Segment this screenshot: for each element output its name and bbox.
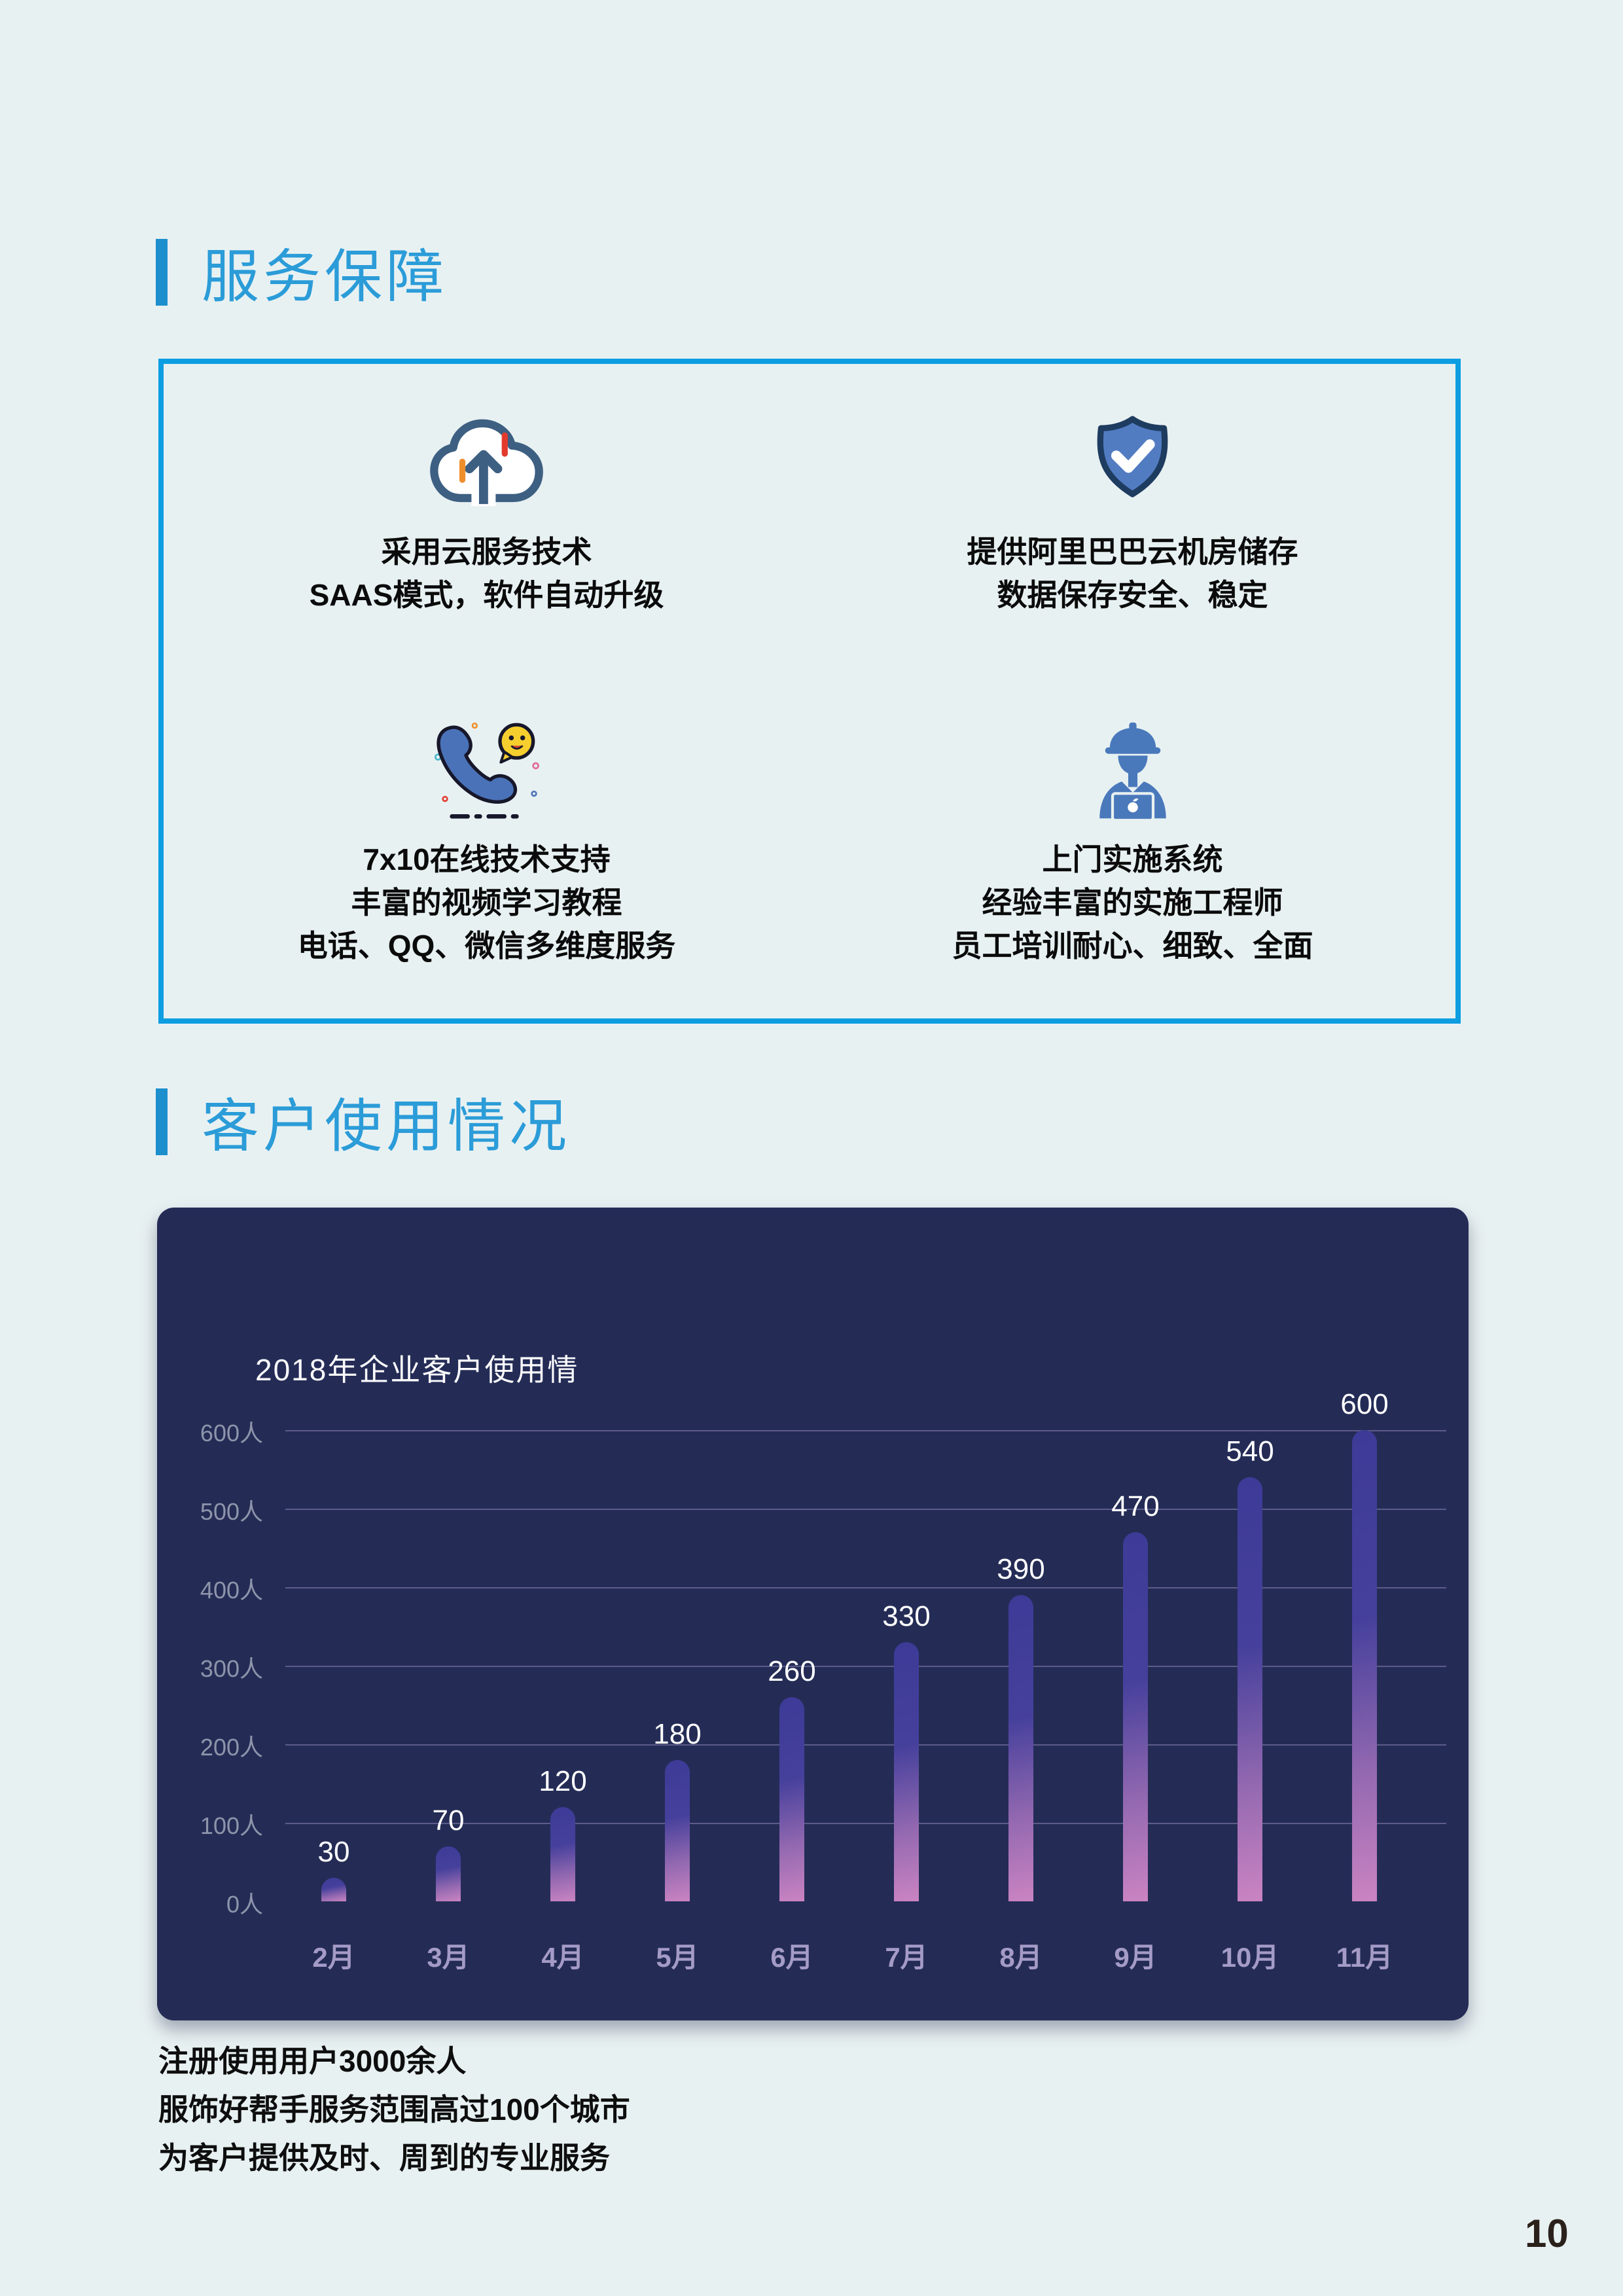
feature-text-line: 丰富的视频学习教程 [351, 886, 622, 920]
gridline [285, 1587, 1446, 1588]
feature-card-phone: 7x10在线技术支持 丰富的视频学习教程电话、QQ、微信多维度服务 [164, 691, 810, 1018]
feature-text-line: 7x10在线技术支持 [363, 842, 611, 876]
feature-text-line: 提供阿里巴巴云机房储存 [967, 535, 1298, 569]
y-axis-label: 400人 [200, 1577, 263, 1604]
feature-text-line: 数据保存安全、稳定 [997, 578, 1268, 612]
y-axis-label: 100人 [200, 1812, 263, 1839]
phone-support-icon [425, 712, 549, 830]
bar [665, 1760, 690, 1901]
bar-chart-plot: 600人 500人 400人 300人 200人 100人 0人 30 2月 70 3月 1… [177, 1388, 1449, 1993]
feature-card-cloud: 采用云服务技术 SAAS模式，软件自动升级 [164, 364, 810, 691]
feature-text-line: 采用云服务技术 [381, 535, 592, 569]
section-title: 服务保障 [202, 244, 448, 309]
feature-text: 上门实施系统经验丰富的实施工程师 员工培训耐心、细致、全面 [952, 838, 1313, 967]
feature-text: 采用云服务技术 SAAS模式，软件自动升级 [310, 530, 664, 617]
x-axis-label: 3月 [427, 1942, 470, 1973]
x-axis-label: 5月 [656, 1942, 699, 1973]
engineer-icon [1077, 712, 1188, 830]
gridline [285, 1744, 1446, 1746]
section-title: 客户使用情况 [202, 1094, 571, 1158]
bar-value-label: 120 [539, 1765, 587, 1797]
bar [894, 1642, 919, 1901]
bar-value-label: 540 [1226, 1435, 1274, 1467]
bar [1352, 1430, 1377, 1901]
bar-value-label: 330 [882, 1600, 931, 1632]
bar-value-label: 260 [768, 1655, 816, 1687]
feature-text-line: 经验丰富的实施工程师 [982, 886, 1283, 920]
footer-line: 注册使用用户3000余人 [158, 2044, 467, 2078]
bar [1008, 1595, 1033, 1901]
footer-line: 服饰好帮手服务范围高过100个城市 [158, 2092, 630, 2126]
chart-title: 2018年企业客户使用情 [255, 1353, 579, 1387]
x-axis-label: 10月 [1221, 1942, 1279, 1973]
gridline [285, 1509, 1446, 1510]
x-axis-label: 6月 [770, 1942, 813, 1973]
x-axis-label: 7月 [885, 1942, 928, 1973]
title-accent-bar [156, 1088, 168, 1155]
feature-card-engineer: 上门实施系统经验丰富的实施工程师 员工培训耐心、细致、全面 [810, 691, 1455, 1018]
x-axis-label: 11月 [1336, 1942, 1393, 1973]
footer-line: 为客户提供及时、周到的专业服务 [158, 2141, 610, 2175]
service-feature-box: 采用云服务技术 SAAS模式，软件自动升级 提供阿里巴巴云机房储存 数据保存安全、稳… [158, 359, 1461, 1024]
y-axis-label: 500人 [200, 1498, 263, 1525]
feature-text-line: 电话、QQ、微信多维度服务 [297, 929, 676, 963]
bar [779, 1697, 804, 1901]
bar-value-label: 180 [653, 1718, 702, 1750]
gridline [285, 1823, 1446, 1824]
y-axis-label: 0人 [226, 1891, 263, 1918]
bar-value-label: 390 [997, 1553, 1045, 1585]
y-axis-label: 300人 [200, 1655, 263, 1682]
bar [1123, 1532, 1148, 1901]
feature-card-shield: 提供阿里巴巴云机房储存 数据保存安全、稳定 [810, 364, 1455, 691]
feature-text: 7x10在线技术支持 丰富的视频学习教程电话、QQ、微信多维度服务 [298, 838, 676, 967]
title-accent-bar [156, 238, 168, 306]
cloud-upload-icon [426, 404, 547, 522]
y-axis-label: 200人 [200, 1734, 263, 1761]
x-axis-label: 4月 [541, 1942, 584, 1973]
shield-check-icon [1082, 404, 1183, 522]
bar-value-label: 470 [1111, 1490, 1160, 1522]
gridline [285, 1666, 1446, 1667]
section-header-service: 服务保障 [156, 230, 448, 314]
y-axis-label: 600人 [200, 1420, 263, 1446]
feature-text-line: 上门实施系统 [1042, 842, 1223, 876]
usage-chart-panel: 2018年企业客户使用情 600人 500人 400人 300人 200人 100人 0人 … [157, 1208, 1469, 2020]
x-axis-label: 8月 [999, 1942, 1043, 1973]
footer-notes: 注册使用用户3000余人 服饰好帮手服务范围高过100个城市 为客户提供及时、周… [158, 2037, 630, 2182]
bar [321, 1878, 346, 1901]
feature-text: 提供阿里巴巴云机房储存 数据保存安全、稳定 [967, 530, 1298, 617]
x-axis-label: 2月 [312, 1942, 355, 1973]
section-header-usage: 客户使用情况 [156, 1080, 571, 1163]
bar-value-label: 70 [432, 1804, 465, 1837]
bar-value-label: 30 [317, 1836, 350, 1868]
page-number: 10 [1525, 2212, 1569, 2255]
bar [550, 1807, 575, 1901]
bar [436, 1846, 461, 1901]
gridline [285, 1430, 1446, 1431]
feature-text-line: SAAS模式，软件自动升级 [309, 578, 664, 612]
x-axis-label: 9月 [1114, 1942, 1157, 1973]
feature-text-line: 员工培训耐心、细致、全面 [952, 929, 1313, 963]
bar-value-label: 600 [1340, 1388, 1389, 1420]
bar [1238, 1477, 1262, 1901]
